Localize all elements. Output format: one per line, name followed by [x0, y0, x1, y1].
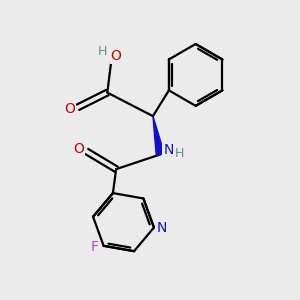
Text: O: O [64, 102, 75, 116]
Text: H: H [98, 45, 108, 58]
Text: O: O [73, 142, 84, 156]
Text: H: H [175, 147, 184, 160]
Text: O: O [111, 49, 122, 63]
Text: N: N [164, 143, 174, 157]
Text: N: N [157, 220, 167, 235]
Polygon shape [153, 116, 164, 155]
Text: F: F [91, 240, 99, 254]
